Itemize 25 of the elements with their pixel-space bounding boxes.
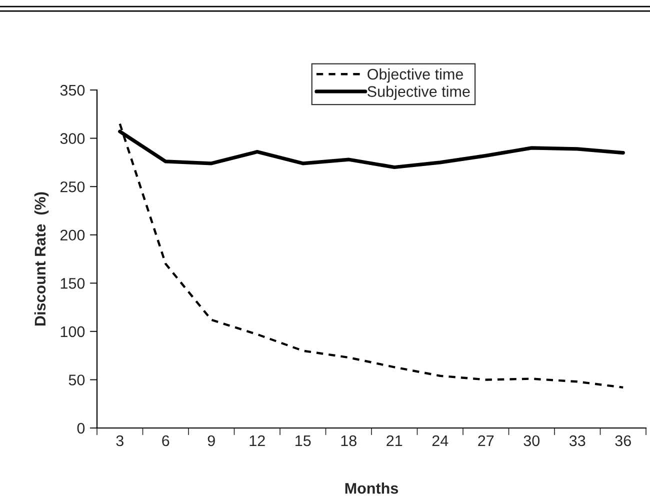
y-tick-label: 200 xyxy=(60,230,85,241)
x-axis-title: Months xyxy=(345,482,398,494)
legend-label: Objective time xyxy=(368,68,463,83)
y-tick-label: 250 xyxy=(60,181,85,192)
x-tick-label: 18 xyxy=(341,435,356,446)
x-tick-label: 15 xyxy=(296,436,311,446)
y-tick-label: 300 xyxy=(60,133,85,144)
legend-label: Subjective time xyxy=(368,86,470,100)
y-tick-label: 0 xyxy=(77,422,85,434)
x-tick-label: 30 xyxy=(524,435,540,446)
y-axis-title: Discount Rate (%) xyxy=(34,192,49,326)
x-tick-label: 24 xyxy=(432,435,448,446)
x-tick-label: 21 xyxy=(386,435,402,446)
x-tick-label: 27 xyxy=(478,435,494,446)
x-tick-label: 9 xyxy=(208,435,215,446)
y-tick-label: 350 xyxy=(60,84,85,96)
line-series xyxy=(118,122,624,389)
y-tick-label: 150 xyxy=(60,278,85,289)
x-tick-label: 6 xyxy=(162,435,170,446)
y-tick-label: 100 xyxy=(60,326,85,338)
x-tick-label: 12 xyxy=(250,435,265,446)
x-tick-label: 3 xyxy=(116,435,124,446)
y-tick-label: 50 xyxy=(68,374,85,386)
x-tick-label: 36 xyxy=(615,435,631,446)
x-tick-label: 33 xyxy=(569,435,586,446)
